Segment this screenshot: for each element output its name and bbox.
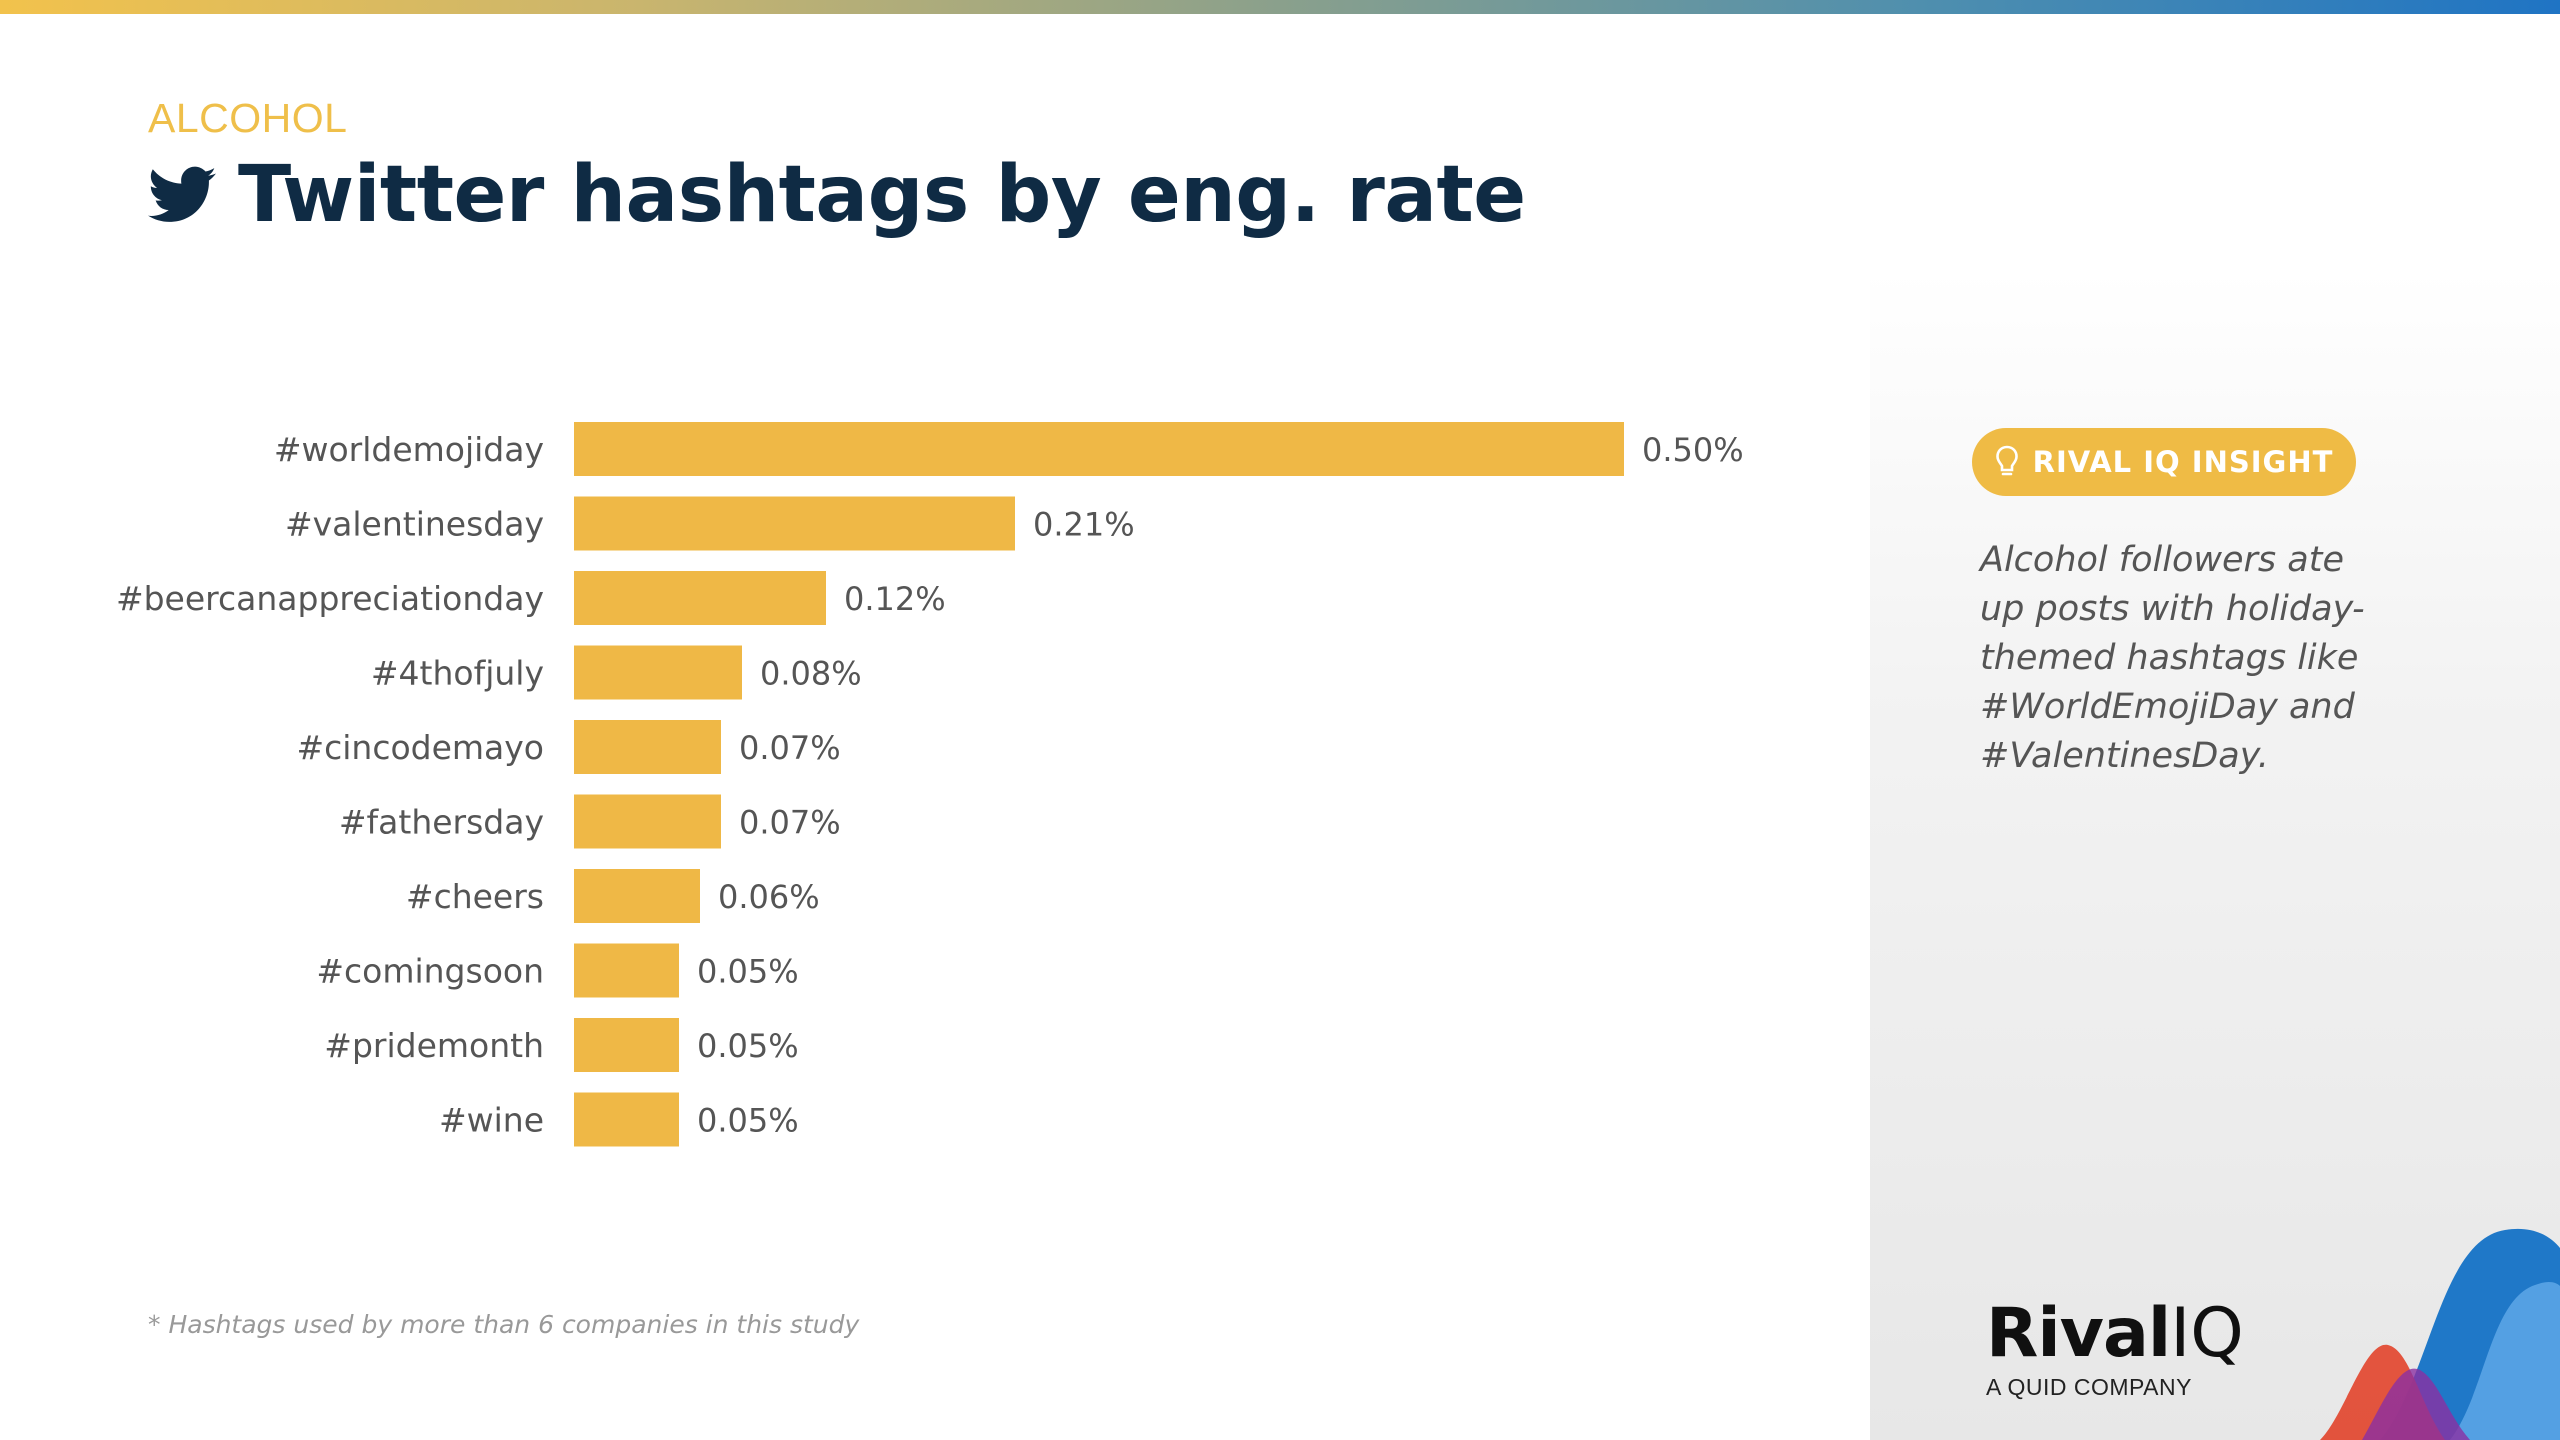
category-label: #pridemonth <box>324 1026 544 1065</box>
lightbulb-icon <box>1995 445 2018 476</box>
bar <box>574 1018 679 1072</box>
title-row: Twitter hashtags by eng. rate <box>148 150 1526 240</box>
bar <box>574 1092 679 1147</box>
logo-name: Rival <box>1986 1294 2171 1373</box>
bar <box>574 720 721 774</box>
value-label: 0.05% <box>697 953 799 991</box>
category-label: #beercanappreciationday <box>116 579 544 618</box>
category-label: #wine <box>439 1101 544 1140</box>
value-label: 0.05% <box>697 1027 799 1065</box>
hashtag-bar-chart: #worldemojiday 0.50% #valentinesday 0.21% #b… <box>116 422 1744 1147</box>
bar <box>574 571 826 625</box>
logo-name-suffix: IQ <box>2170 1294 2244 1373</box>
bar <box>574 645 742 700</box>
category-label: ALCOHOL <box>148 95 348 141</box>
footnote: * Hashtags used by more than 6 companies… <box>148 1310 860 1339</box>
bar <box>574 869 700 923</box>
category-label: #fathersday <box>339 803 544 842</box>
value-label: 0.07% <box>739 729 841 767</box>
twitter-bird-icon <box>148 166 216 222</box>
category-label: #comingsoon <box>316 952 544 991</box>
category-label: #worldemojiday <box>274 430 544 469</box>
bar <box>574 496 1015 551</box>
page-title: Twitter hashtags by eng. rate <box>238 150 1526 240</box>
value-label: 0.06% <box>718 878 820 916</box>
value-label: 0.08% <box>760 655 862 693</box>
value-label: 0.12% <box>844 580 946 618</box>
insight-text: Alcohol followers ate up posts with holi… <box>1980 540 2365 776</box>
category-label: #4thofjuly <box>371 654 544 693</box>
insight-badge-label: RIVAL IQ INSIGHT <box>2032 445 2334 479</box>
insight-badge: RIVAL IQ INSIGHT <box>1972 428 2356 496</box>
category-label: #cincodemayo <box>296 728 544 767</box>
rival-iq-logo: RivalIQ A QUID COMPANY <box>1986 1300 2276 1401</box>
bar <box>574 794 721 849</box>
value-label: 0.50% <box>1642 431 1744 469</box>
category-label: #valentinesday <box>285 505 544 544</box>
value-label: 0.05% <box>697 1102 799 1140</box>
category-label: #cheers <box>406 877 544 916</box>
logo-subtitle: A QUID COMPANY <box>1986 1374 2192 1400</box>
bar <box>574 943 679 998</box>
decorative-waves <box>2320 1228 2560 1440</box>
value-label: 0.21% <box>1033 506 1135 544</box>
bar <box>574 422 1624 476</box>
top-gradient-bar <box>0 0 2560 14</box>
value-label: 0.07% <box>739 804 841 842</box>
